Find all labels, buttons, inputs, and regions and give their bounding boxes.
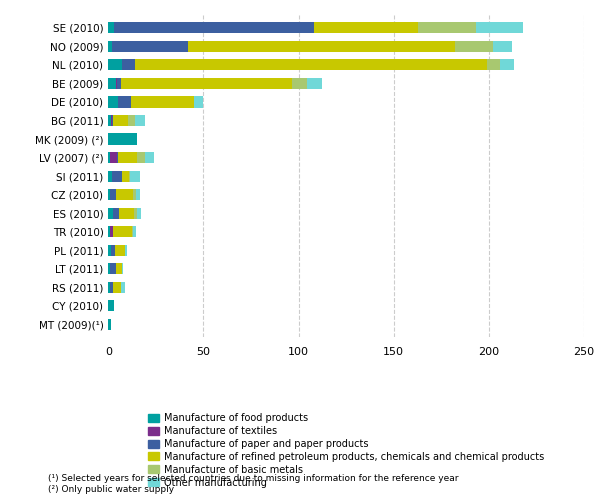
Bar <box>113 282 121 293</box>
Bar <box>307 78 323 89</box>
Bar <box>111 245 115 256</box>
Bar <box>108 282 110 293</box>
Bar <box>108 300 114 311</box>
Bar <box>113 226 132 237</box>
Bar <box>108 60 122 70</box>
Bar <box>116 78 117 89</box>
Bar <box>122 60 135 70</box>
Bar <box>492 41 512 52</box>
Bar <box>132 226 133 237</box>
Bar <box>110 189 116 200</box>
Bar <box>122 171 129 182</box>
Bar <box>122 263 123 274</box>
Bar <box>119 208 134 219</box>
Bar <box>314 22 418 33</box>
Bar <box>112 41 188 52</box>
Bar <box>108 319 111 330</box>
Text: (¹) Selected years for selected countries due to missing information for the ref: (¹) Selected years for selected countrie… <box>48 474 459 483</box>
Bar <box>116 263 122 274</box>
Bar <box>116 189 133 200</box>
Bar <box>133 189 136 200</box>
Bar <box>108 226 110 237</box>
Bar <box>129 171 130 182</box>
Bar <box>137 208 141 219</box>
Bar <box>108 41 112 52</box>
Bar <box>121 78 292 89</box>
Bar <box>108 263 110 274</box>
Bar <box>292 78 307 89</box>
Bar <box>128 115 135 126</box>
Bar <box>108 96 118 108</box>
Bar <box>455 41 492 52</box>
Bar <box>130 171 140 182</box>
Bar <box>117 78 121 89</box>
Bar <box>108 208 113 219</box>
Bar <box>113 115 128 126</box>
Legend: Manufacture of food products, Manufacture of textiles, Manufacture of paper and : Manufacture of food products, Manufactur… <box>147 413 545 488</box>
Bar <box>108 171 112 182</box>
Bar <box>110 226 113 237</box>
Bar <box>114 22 314 33</box>
Bar <box>487 60 500 70</box>
Bar <box>112 115 113 126</box>
Bar <box>188 41 455 52</box>
Bar <box>476 22 523 33</box>
Bar <box>133 226 136 237</box>
Bar <box>110 263 116 274</box>
Bar <box>118 152 137 163</box>
Bar <box>136 189 140 200</box>
Bar <box>115 245 125 256</box>
Bar <box>144 152 154 163</box>
Bar <box>125 245 128 256</box>
Bar <box>117 152 118 163</box>
Bar <box>110 282 113 293</box>
Bar <box>112 171 122 182</box>
Bar <box>137 152 144 163</box>
Bar <box>111 115 112 126</box>
Bar <box>134 208 137 219</box>
Bar <box>418 22 476 33</box>
Bar <box>108 115 111 126</box>
Bar <box>131 96 194 108</box>
Bar <box>110 152 117 163</box>
Bar <box>118 96 131 108</box>
Bar <box>135 115 144 126</box>
Bar <box>113 208 119 219</box>
Bar <box>108 22 114 33</box>
Bar <box>108 133 137 144</box>
Bar <box>108 78 116 89</box>
Text: (²) Only public water supply: (²) Only public water supply <box>48 485 175 494</box>
Bar <box>135 60 487 70</box>
Bar <box>500 60 514 70</box>
Bar <box>121 282 125 293</box>
Bar <box>108 245 111 256</box>
Bar <box>108 189 110 200</box>
Bar <box>108 152 110 163</box>
Bar <box>194 96 203 108</box>
